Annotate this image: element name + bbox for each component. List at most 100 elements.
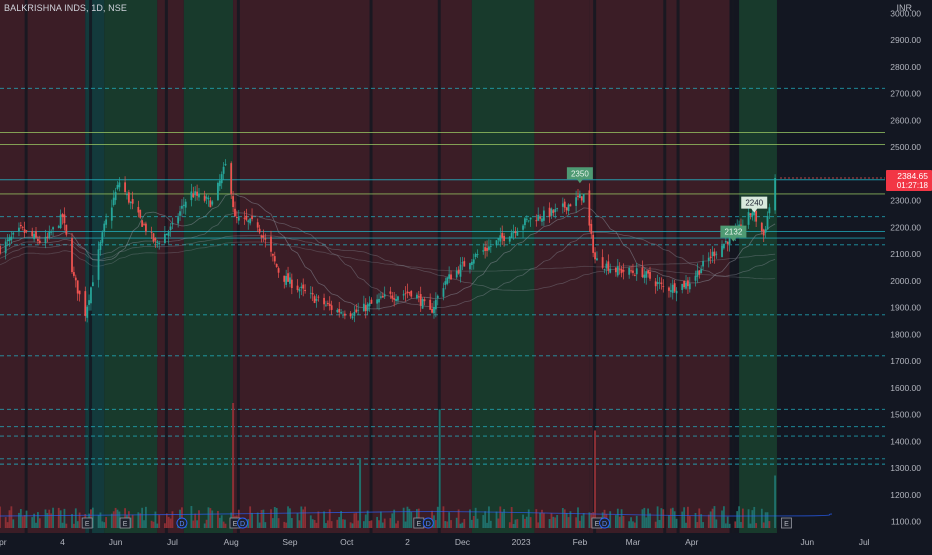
volume-bar <box>25 510 28 528</box>
volume-bar <box>397 520 399 528</box>
volume-bar <box>630 517 632 528</box>
candle-body <box>596 258 598 261</box>
volume-bar <box>442 506 445 528</box>
candle-body <box>37 238 39 241</box>
candle-body <box>323 297 325 305</box>
candle-body <box>649 271 651 279</box>
candle-body <box>97 249 100 280</box>
volume-bar <box>270 509 272 528</box>
candle-body <box>283 275 286 282</box>
x-tick-label: Sep <box>282 537 297 547</box>
candle-body <box>76 280 79 294</box>
band-separator <box>731 0 735 533</box>
candle-body <box>86 306 89 318</box>
candle-body <box>393 298 396 300</box>
volume-bar <box>434 520 437 528</box>
candle-body <box>702 261 704 267</box>
candle-body <box>271 253 274 256</box>
candle-body <box>709 256 712 259</box>
volume-bar <box>18 512 20 528</box>
candle-body <box>527 220 530 222</box>
candle-body <box>336 309 339 313</box>
volume-bar <box>283 521 286 528</box>
candle-body <box>116 184 119 189</box>
candle-body <box>304 289 307 292</box>
volume-spike <box>594 430 597 528</box>
candle-body <box>723 243 725 249</box>
candle-body <box>470 261 473 265</box>
candle-body <box>715 253 718 255</box>
volume-bar <box>671 507 674 528</box>
volume-bar <box>527 509 530 528</box>
candle-body <box>548 207 551 218</box>
volume-bar <box>734 521 737 528</box>
candle-body <box>118 182 121 188</box>
volume-bar <box>114 507 117 528</box>
candle-body <box>747 212 750 225</box>
candle-body <box>461 262 464 264</box>
volume-bar <box>247 519 250 528</box>
volume-bar <box>353 513 356 528</box>
candle-body <box>313 296 316 303</box>
volume-bar <box>65 523 68 528</box>
candle-body <box>192 193 195 198</box>
volume-bar <box>351 523 354 528</box>
candle-body <box>391 295 394 299</box>
volume-bar <box>723 506 725 528</box>
volume-bar <box>271 518 274 528</box>
volume-bar <box>330 521 333 528</box>
candle-body <box>395 299 397 302</box>
volume-bar <box>482 515 485 528</box>
candle-body <box>436 295 439 299</box>
volume-spike <box>438 409 441 528</box>
candle-body <box>131 198 134 204</box>
y-tick-label: 1400.00 <box>890 436 921 446</box>
candle-body <box>383 294 386 297</box>
background-band <box>157 0 184 533</box>
event-marker-letter: D <box>240 521 245 528</box>
volume-bar <box>662 509 665 528</box>
volume-bar <box>609 511 612 528</box>
volume-bar <box>522 514 524 528</box>
volume-bar <box>616 508 619 528</box>
volume-bar <box>552 516 555 528</box>
volume-bar <box>6 522 9 528</box>
dividend-marker <box>237 517 249 529</box>
candle-body <box>603 269 606 270</box>
volume-bar <box>764 512 767 528</box>
y-tick-label: 3000.00 <box>890 8 921 18</box>
candle-body <box>616 266 619 276</box>
volume-bar <box>635 515 638 528</box>
volume-bar <box>315 522 318 528</box>
candle-body <box>84 291 87 316</box>
candle-body <box>165 233 168 236</box>
x-tick-label: Dec <box>455 537 471 547</box>
volume-bar <box>277 518 280 528</box>
x-tick-label: 2023 <box>512 537 531 547</box>
candle-body <box>258 228 261 233</box>
candle-body <box>357 309 360 311</box>
volume-bars <box>0 403 777 528</box>
volume-bar <box>461 522 464 528</box>
candle-body <box>622 270 625 272</box>
volume-bar <box>368 520 371 528</box>
y-tick-label: 1100.00 <box>891 517 921 527</box>
y-tick-label: 2500.00 <box>890 142 921 152</box>
volume-bar <box>0 506 1 528</box>
x-tick-label: Jul <box>167 537 178 547</box>
y-tick-label: 1800.00 <box>890 329 921 339</box>
candle-body <box>65 224 68 235</box>
candle-body <box>177 217 180 224</box>
y-tick-label: 1700.00 <box>890 356 921 366</box>
volume-bar <box>654 521 657 528</box>
volume-bar <box>150 520 153 528</box>
volume-bar <box>71 513 73 528</box>
candle-body <box>724 241 727 243</box>
candle-body <box>402 294 405 296</box>
candle-body <box>129 201 132 204</box>
volume-bar <box>766 512 769 528</box>
candle-body <box>476 254 479 255</box>
candle-body <box>601 257 604 268</box>
